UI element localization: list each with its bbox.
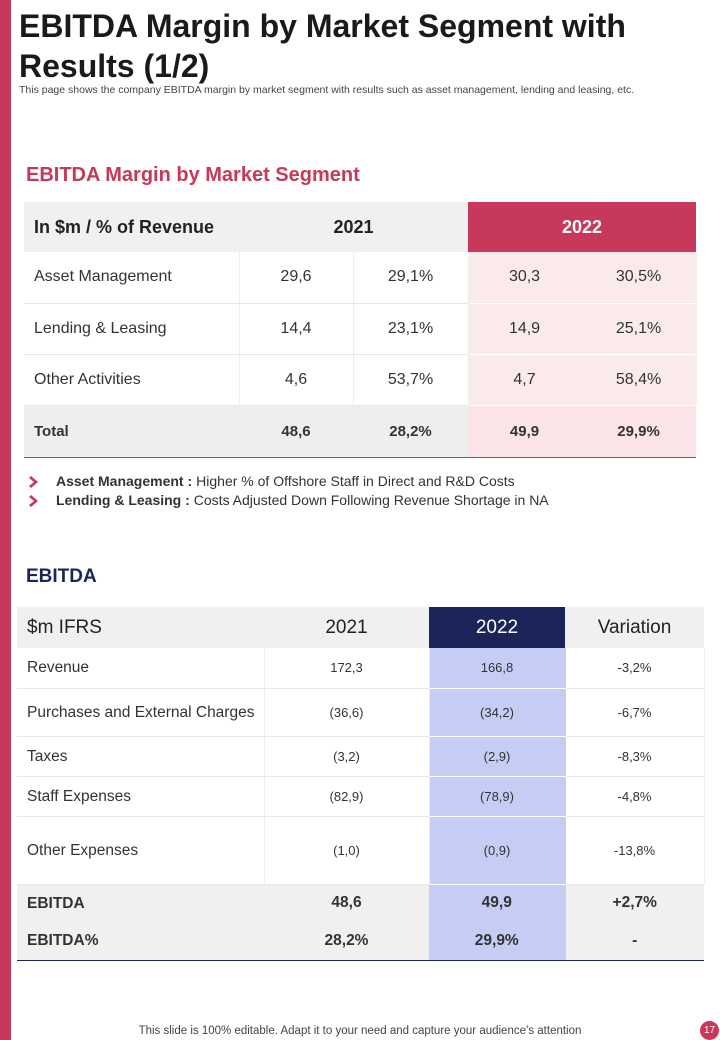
header-year-2022: 2022 [468, 202, 697, 252]
chevron-right-icon [29, 494, 38, 507]
value-2021: (82,9) [264, 776, 430, 817]
note-item: Asset Management : Higher % of Offshore … [28, 472, 688, 491]
total-percent-2021: 28,2% [353, 405, 469, 458]
table-row: Other Activities 4,6 53,7% 4,7 58,4% [24, 354, 697, 406]
percent-2021: 23,1% [353, 303, 469, 355]
value-2021: 172,3 [264, 648, 430, 689]
total-value-2022: 49,9 [468, 405, 582, 458]
variation: - [565, 922, 704, 961]
ebitda-table: $m IFRS 2021 2022 Variation Revenue 172,… [17, 607, 705, 961]
total-row: Total 48,6 28,2% 49,9 29,9% [24, 405, 697, 458]
row-label: Other Expenses [17, 816, 265, 885]
value-2021: (3,2) [264, 736, 430, 777]
note-text: Higher % of Offshore Staff in Direct and… [196, 473, 515, 489]
notes-list: Asset Management : Higher % of Offshore … [28, 472, 688, 510]
header-label: In $m / % of Revenue [24, 202, 239, 252]
table-row: Revenue 172,3 166,8 -3,2% [17, 648, 705, 689]
table-row: Lending & Leasing 14,4 23,1% 14,9 25,1% [24, 303, 697, 355]
value-2021: 29,6 [239, 252, 354, 304]
header-variation: Variation [565, 607, 704, 648]
page-subtitle: This page shows the company EBITDA margi… [19, 84, 635, 96]
value-2021: 4,6 [239, 354, 354, 406]
variation: -4,8% [565, 776, 705, 817]
header-label: $m IFRS [17, 607, 264, 648]
value-2022: 30,3 [468, 252, 582, 304]
total-label: Total [24, 405, 239, 458]
ebitda-section-title: EBITDA [26, 566, 97, 587]
note-item: Lending & Leasing : Costs Adjusted Down … [28, 491, 688, 510]
value-2022: (78,9) [429, 776, 566, 817]
percent-2022: 58,4% [581, 354, 697, 406]
segment-section-title: EBITDA Margin by Market Segment [26, 164, 360, 186]
value-2022: 166,8 [429, 648, 566, 689]
variation: -3,2% [565, 648, 705, 689]
ebitda-row: EBITDA 48,6 49,9 +2,7% [17, 884, 704, 922]
row-label: EBITDA% [17, 922, 264, 961]
row-label: EBITDA [17, 884, 264, 922]
value-2021: 14,4 [239, 303, 354, 355]
value-2022: 4,7 [468, 354, 582, 406]
value-2022: (34,2) [429, 688, 566, 737]
row-label: Lending & Leasing [24, 303, 240, 355]
table-row: Other Expenses (1,0) (0,9) -13,8% [17, 816, 705, 885]
page-title: EBITDA Margin by Market Segment with Res… [19, 8, 626, 84]
footer-text: This slide is 100% editable. Adapt it to… [138, 1025, 582, 1037]
table-row: Staff Expenses (82,9) (78,9) -4,8% [17, 776, 705, 817]
percent-2022: 30,5% [581, 252, 697, 304]
row-label: Staff Expenses [17, 776, 265, 817]
row-label: Purchases and External Charges [17, 688, 265, 737]
value-2022: (0,9) [429, 816, 566, 885]
total-percent-2022: 29,9% [581, 405, 697, 458]
value-2021: (1,0) [264, 816, 430, 885]
percent-2022: 25,1% [581, 303, 697, 355]
value-2021: 28,2% [264, 922, 429, 961]
value-2021: 48,6 [264, 884, 429, 922]
note-text: Costs Adjusted Down Following Revenue Sh… [193, 492, 549, 508]
value-2022: 29,9% [429, 922, 566, 961]
row-label: Asset Management [24, 252, 240, 304]
table-header-row: In $m / % of Revenue 2021 2022 [24, 202, 697, 252]
value-2022: 14,9 [468, 303, 582, 355]
variation: +2,7% [565, 884, 704, 922]
accent-bar [0, 0, 11, 1040]
variation: -8,3% [565, 736, 705, 777]
variation: -6,7% [565, 688, 705, 737]
table-header-row: $m IFRS 2021 2022 Variation [17, 607, 704, 648]
header-year-2022: 2022 [429, 607, 565, 648]
value-2022: 49,9 [429, 884, 566, 922]
segment-margin-table: In $m / % of Revenue 2021 2022 Asset Man… [24, 202, 697, 458]
row-label: Taxes [17, 736, 265, 777]
note-label: Lending & Leasing : [56, 492, 190, 508]
header-year-2021: 2021 [239, 202, 469, 252]
variation: -13,8% [565, 816, 705, 885]
ebitda-percent-row: EBITDA% 28,2% 29,9% - [17, 922, 704, 961]
percent-2021: 29,1% [353, 252, 469, 304]
page-number: 17 [700, 1021, 719, 1040]
value-2021: (36,6) [264, 688, 430, 737]
table-row: Asset Management 29,6 29,1% 30,3 30,5% [24, 252, 697, 304]
row-label: Other Activities [24, 354, 240, 406]
table-row: Purchases and External Charges (36,6) (3… [17, 688, 705, 737]
header-year-2021: 2021 [264, 607, 429, 648]
table-row: Taxes (3,2) (2,9) -8,3% [17, 736, 705, 777]
chevron-right-icon [29, 475, 38, 488]
percent-2021: 53,7% [353, 354, 469, 406]
total-value-2021: 48,6 [239, 405, 353, 458]
row-label: Revenue [17, 648, 265, 689]
value-2022: (2,9) [429, 736, 566, 777]
note-label: Asset Management : [56, 473, 193, 489]
